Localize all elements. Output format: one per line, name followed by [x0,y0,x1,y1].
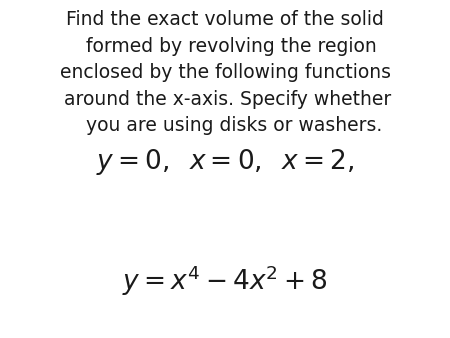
Text: $y=0, \;\; x=0, \;\; x=2,$: $y=0, \;\; x=0, \;\; x=2,$ [96,147,354,177]
Text: Find the exact volume of the solid
  formed by revolving the region
enclosed by : Find the exact volume of the solid forme… [58,10,392,135]
Text: $y=x^{4}-4x^{2}+8$: $y=x^{4}-4x^{2}+8$ [122,263,328,298]
